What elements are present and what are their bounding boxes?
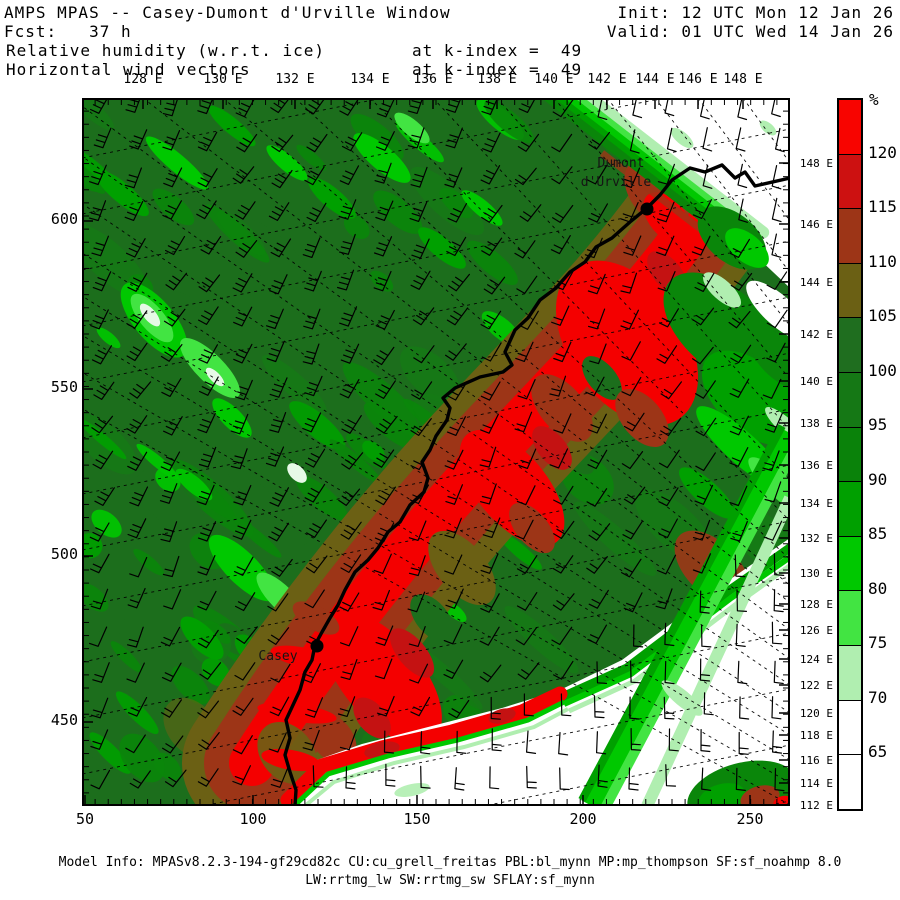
bottom-tick-label: 50 bbox=[75, 810, 95, 828]
right-tick-label: 148 E bbox=[799, 157, 833, 170]
right-tick-label: 132 E bbox=[799, 532, 833, 545]
model-info-line2: LW:rrtmg_lw SW:rrtmg_sw SFLAY:sf_mynn bbox=[305, 873, 595, 888]
top-tick-label: 134 E bbox=[350, 72, 390, 87]
colorbar-segment bbox=[839, 372, 861, 427]
bottom-tick-label: 100 bbox=[239, 810, 267, 828]
colorbar-segment bbox=[839, 262, 861, 318]
right-tick-label: 112 E bbox=[799, 799, 833, 812]
right-tick-label: 130 E bbox=[799, 567, 833, 580]
bottom-tick-label: 200 bbox=[569, 810, 597, 828]
colorbar-value-label: 90 bbox=[868, 469, 888, 489]
colorbar-value-label: 85 bbox=[868, 524, 888, 544]
top-tick-label: 130 E bbox=[203, 72, 243, 87]
colorbar-segment bbox=[839, 535, 861, 591]
colorbar-segment bbox=[839, 153, 861, 209]
colorbar bbox=[837, 98, 863, 811]
top-tick-label: 142 E bbox=[587, 72, 627, 87]
colorbar-value-label: 70 bbox=[868, 687, 888, 707]
field-name-2: Horizontal wind vectors bbox=[6, 60, 251, 79]
colorbar-value-label: 120 bbox=[868, 142, 897, 162]
colorbar-segment bbox=[839, 645, 861, 700]
right-tick-label: 122 E bbox=[799, 679, 833, 692]
colorbar-value-label: 80 bbox=[868, 578, 888, 598]
plot-title: AMPS MPAS -- Casey-Dumont d'Urville Wind… bbox=[4, 3, 451, 22]
bottom-tick-label: 150 bbox=[403, 810, 431, 828]
right-tick-label: 142 E bbox=[799, 328, 833, 341]
top-tick-label: 140 E bbox=[534, 72, 574, 87]
colorbar-value-label: 115 bbox=[868, 197, 897, 217]
level-annotation-1: at k-index = 49 bbox=[412, 41, 583, 60]
station-label-dumont: Dumont bbox=[597, 156, 645, 171]
right-tick-label: 126 E bbox=[799, 624, 833, 637]
colorbar-segment bbox=[839, 481, 861, 536]
left-tick-label: 450 bbox=[50, 711, 78, 729]
colorbar-segment bbox=[839, 754, 861, 809]
top-tick-label: 128 E bbox=[123, 72, 163, 87]
colorbar-value-label: 105 bbox=[868, 306, 897, 326]
colorbar-value-label: 110 bbox=[868, 251, 897, 271]
top-tick-label: 148 E bbox=[723, 72, 763, 87]
right-tick-label: 118 E bbox=[799, 729, 833, 742]
right-tick-label: 140 E bbox=[799, 375, 833, 388]
field-name-1: Relative humidity (w.r.t. ice) bbox=[6, 41, 325, 60]
colorbar-segment bbox=[839, 208, 861, 263]
right-tick-label: 146 E bbox=[799, 218, 833, 231]
level-annotation-2: at k-index = 49 bbox=[412, 60, 583, 79]
top-tick-label: 136 E bbox=[413, 72, 453, 87]
right-tick-label: 144 E bbox=[799, 276, 833, 289]
colorbar-value-label: 100 bbox=[868, 360, 897, 380]
right-tick-label: 124 E bbox=[799, 653, 833, 666]
colorbar-value-label: 75 bbox=[868, 633, 888, 653]
forecast-hour: Fcst: 37 h bbox=[4, 22, 132, 41]
map-canvas bbox=[82, 98, 790, 806]
right-tick-label: 116 E bbox=[799, 754, 833, 767]
colorbar-segment bbox=[839, 590, 861, 646]
station-label-durville: d'Urville bbox=[580, 175, 652, 190]
top-tick-label: 146 E bbox=[678, 72, 718, 87]
right-tick-label: 114 E bbox=[799, 777, 833, 790]
station-label-casey: Casey bbox=[258, 649, 298, 664]
colorbar-value-label: 95 bbox=[868, 415, 888, 435]
colorbar-segment bbox=[839, 699, 861, 755]
right-tick-label: 128 E bbox=[799, 598, 833, 611]
colorbar-unit: % bbox=[869, 90, 879, 109]
left-tick-label: 550 bbox=[50, 378, 78, 396]
top-tick-label: 138 E bbox=[477, 72, 517, 87]
colorbar-value-label: 65 bbox=[868, 742, 888, 762]
right-tick-label: 138 E bbox=[799, 417, 833, 430]
model-info-line1: Model Info: MPASv8.2.3-194-gf29cd82c CU:… bbox=[58, 855, 842, 870]
colorbar-segment bbox=[839, 100, 861, 154]
bottom-tick-label: 250 bbox=[736, 810, 764, 828]
colorbar-segment bbox=[839, 317, 861, 373]
top-tick-label: 132 E bbox=[275, 72, 315, 87]
init-time: Init: 12 UTC Mon 12 Jan 26 bbox=[617, 3, 894, 22]
right-tick-label: 134 E bbox=[799, 497, 833, 510]
valid-time: Valid: 01 UTC Wed 14 Jan 26 bbox=[606, 22, 894, 41]
right-tick-label: 136 E bbox=[799, 459, 833, 472]
left-tick-label: 500 bbox=[50, 545, 78, 563]
colorbar-segment bbox=[839, 426, 861, 482]
left-tick-label: 600 bbox=[50, 210, 78, 228]
right-tick-label: 120 E bbox=[799, 707, 833, 720]
top-tick-label: 144 E bbox=[635, 72, 675, 87]
